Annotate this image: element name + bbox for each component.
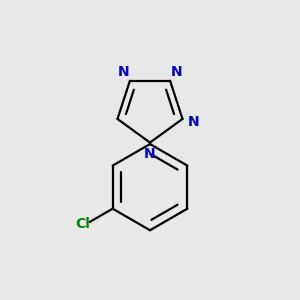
- Text: N: N: [171, 64, 182, 79]
- Text: N: N: [144, 147, 156, 161]
- Text: N: N: [188, 116, 199, 129]
- Text: N: N: [118, 64, 129, 79]
- Text: Cl: Cl: [75, 217, 90, 231]
